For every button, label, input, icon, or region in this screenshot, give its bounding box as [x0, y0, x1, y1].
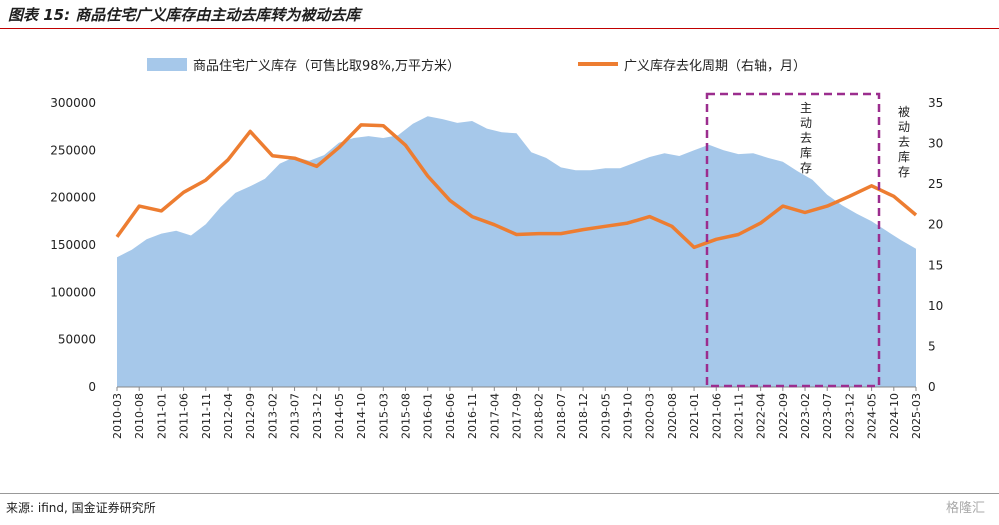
x-tick-label: 2014-05	[333, 393, 346, 439]
x-tick-label: 2014-10	[355, 393, 368, 439]
source-note: 来源: ifind, 国金证券研究所	[6, 501, 156, 515]
y-left-tick-label: 0	[88, 380, 96, 394]
x-tick-label: 2017-04	[488, 393, 501, 439]
x-tick-label: 2011-01	[155, 393, 168, 439]
x-tick-label: 2024-05	[866, 393, 879, 439]
active-destocking-box	[705, 92, 881, 388]
x-tick-label: 2018-02	[533, 393, 546, 439]
x-tick-label: 2016-11	[466, 393, 479, 439]
x-tick-label: 2022-04	[755, 393, 768, 439]
y-left-tick-label: 250000	[50, 143, 96, 157]
plot-area: 0 50000 100000 150000 200000 250000 300000 0 5 10…	[50, 96, 943, 439]
x-tick-label: 2010-08	[133, 393, 146, 439]
passive-destocking-label: 被动去库存	[898, 105, 910, 179]
legend-line-label: 广义库存去化周期（右轴，月）	[624, 58, 806, 74]
x-tick-label: 2015-08	[400, 393, 413, 439]
destocking-cycle-line	[115, 123, 918, 250]
x-tick-label: 2013-12	[311, 393, 324, 439]
y-right-tick-label: 15	[928, 258, 943, 272]
x-tick-label: 2023-07	[821, 393, 834, 439]
x-tick-label: 2013-07	[289, 393, 302, 439]
x-tick-label: 2011-11	[200, 393, 213, 439]
x-tick-label: 2024-10	[888, 393, 901, 439]
legend-area-label: 商品住宅广义库存（可售比取98%,万平方米）	[193, 58, 460, 74]
y-right-tick-label: 0	[928, 380, 936, 394]
y-left-tick-label: 300000	[50, 96, 96, 110]
title-divider	[0, 28, 999, 29]
x-tick-label: 2022-09	[777, 393, 790, 439]
chart: 商品住宅广义库存（可售比取98%,万平方米） 广义库存去化周期（右轴，月） 0 5…	[50, 58, 943, 439]
y-right-tick-label: 25	[928, 177, 943, 191]
x-tick-label: 2017-09	[511, 393, 524, 439]
y-right-tick-label: 35	[928, 96, 943, 110]
x-tick-label: 2023-12	[843, 393, 856, 439]
y-left-tick-label: 100000	[50, 285, 96, 299]
x-tick-label: 2021-01	[688, 393, 701, 439]
legend: 商品住宅广义库存（可售比取98%,万平方米） 广义库存去化周期（右轴，月）	[147, 58, 806, 74]
y-left-tick-label: 150000	[50, 238, 96, 252]
x-tick-label: 2016-01	[422, 393, 435, 439]
watermark-logo: 格隆汇	[945, 501, 985, 516]
y-right-tick-label: 20	[928, 218, 943, 232]
x-tick-label: 2011-06	[178, 393, 191, 439]
y-right-tick-label: 10	[928, 299, 943, 313]
x-tick-label: 2025-03	[910, 393, 923, 439]
chart-title: 图表 15: 商品住宅广义库存由主动去库转为被动去库	[8, 6, 361, 24]
x-tick-label: 2018-07	[555, 393, 568, 439]
x-tick-label: 2021-06	[710, 393, 723, 439]
footer-divider	[0, 493, 999, 494]
x-tick-label: 2012-09	[244, 393, 257, 439]
inventory-area-series	[117, 116, 916, 388]
x-tick-label: 2019-05	[599, 393, 612, 439]
legend-area-swatch	[147, 58, 187, 71]
x-tick-label: 2019-10	[622, 393, 635, 439]
y-left-tick-label: 50000	[58, 333, 96, 347]
x-tick-label: 2021-11	[732, 393, 745, 439]
x-tick-label: 2012-04	[222, 393, 235, 439]
x-tick-label: 2010-03	[111, 393, 124, 439]
x-tick-label: 2015-03	[377, 393, 390, 439]
y-left-tick-label: 200000	[50, 191, 96, 205]
x-tick-label: 2018-12	[577, 393, 590, 439]
x-tick-label: 2013-02	[266, 393, 279, 439]
active-destocking-label: 主动去库存	[800, 101, 812, 175]
x-tick-label: 2020-08	[666, 393, 679, 439]
y-right-tick-label: 30	[928, 137, 943, 151]
x-tick-label: 2023-02	[799, 393, 812, 439]
x-tick-label: 2020-03	[644, 393, 657, 439]
x-tick-label: 2016-06	[444, 393, 457, 439]
y-right-tick-label: 5	[928, 339, 936, 353]
annotations: 主动去库存 被动去库存	[705, 92, 910, 388]
